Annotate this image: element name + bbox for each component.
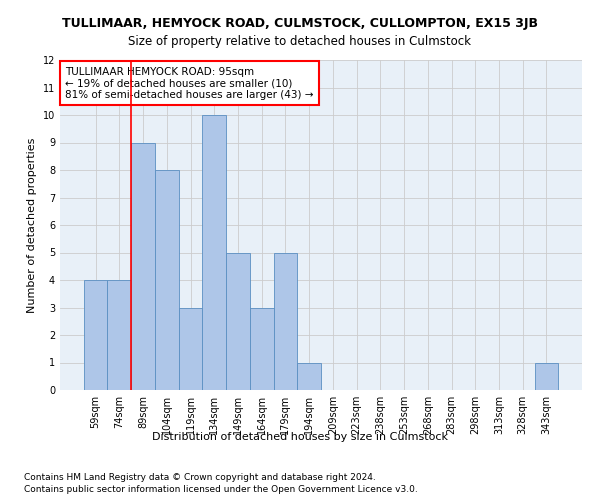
Text: Size of property relative to detached houses in Culmstock: Size of property relative to detached ho… bbox=[128, 35, 472, 48]
Bar bbox=[179, 308, 202, 390]
Text: Contains HM Land Registry data © Crown copyright and database right 2024.: Contains HM Land Registry data © Crown c… bbox=[24, 472, 376, 482]
Bar bbox=[202, 115, 226, 390]
Bar bbox=[84, 280, 107, 390]
Text: Contains public sector information licensed under the Open Government Licence v3: Contains public sector information licen… bbox=[24, 485, 418, 494]
Bar bbox=[131, 142, 155, 390]
Bar bbox=[250, 308, 274, 390]
Text: TULLIMAAR, HEMYOCK ROAD, CULMSTOCK, CULLOMPTON, EX15 3JB: TULLIMAAR, HEMYOCK ROAD, CULMSTOCK, CULL… bbox=[62, 18, 538, 30]
Text: TULLIMAAR HEMYOCK ROAD: 95sqm
← 19% of detached houses are smaller (10)
81% of s: TULLIMAAR HEMYOCK ROAD: 95sqm ← 19% of d… bbox=[65, 66, 314, 100]
Bar bbox=[274, 252, 297, 390]
Bar bbox=[297, 362, 321, 390]
Bar bbox=[155, 170, 179, 390]
Bar bbox=[107, 280, 131, 390]
Y-axis label: Number of detached properties: Number of detached properties bbox=[27, 138, 37, 312]
Text: Distribution of detached houses by size in Culmstock: Distribution of detached houses by size … bbox=[152, 432, 448, 442]
Bar bbox=[535, 362, 558, 390]
Bar bbox=[226, 252, 250, 390]
